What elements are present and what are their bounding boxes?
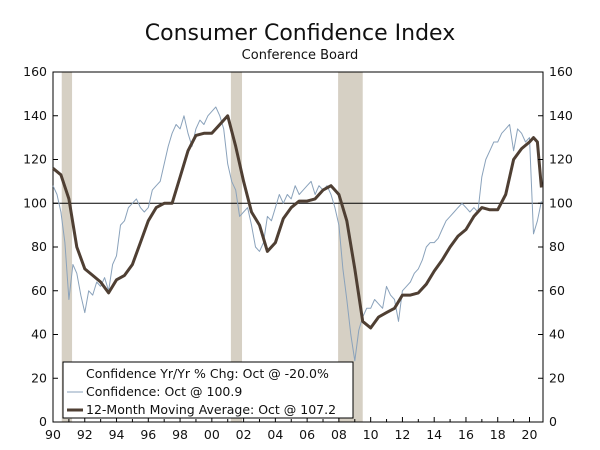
y-tick-label-right-0: 0 [549,414,557,429]
y-tick-label-left-140: 140 [23,108,47,123]
x-tick-label-90: 90 [45,427,61,442]
y-tick-label-right-100: 100 [549,195,573,210]
y-axis-left: 0 20 40 60 80 100 120 140 160 [23,64,58,429]
x-tick-label-10: 10 [363,427,379,442]
y-tick-label-left-160: 160 [23,64,47,79]
legend-entry-confidence: Confidence: Oct @ 100.9 [86,384,242,399]
x-tick-label-18: 18 [490,427,506,442]
chart-subtitle: Conference Board [242,48,359,63]
y-tick-label-right-120: 120 [549,152,573,167]
series-line-confidence [52,106,542,362]
x-tick-label-16: 16 [458,427,474,442]
x-tick-label-06: 06 [299,427,315,442]
y-tick-label-right-160: 160 [549,64,573,79]
y-tick-label-right-40: 40 [549,327,565,342]
y-tick-label-right-20: 20 [549,370,565,385]
x-tick-label-14: 14 [426,427,442,442]
y-tick-label-left-120: 120 [23,152,47,167]
y-tick-label-right-140: 140 [549,108,573,123]
y-tick-label-left-40: 40 [31,327,47,342]
legend: Confidence Yr/Yr % Chg: Oct @ -20.0% Con… [62,361,354,419]
x-tick-label-12: 12 [394,427,410,442]
y-tick-label-left-80: 80 [31,239,47,254]
y-axis-right: 0 20 40 60 80 100 120 140 160 [538,64,573,429]
x-tick-label-20: 20 [522,427,538,442]
x-axis: 90 92 94 96 98 00 02 04 06 08 10 12 14 16 18 20 [45,417,537,442]
legend-box [62,361,354,419]
x-tick-label-94: 94 [109,427,125,442]
y-tick-label-right-80: 80 [549,239,565,254]
legend-entry-yoy: Confidence Yr/Yr % Chg: Oct @ -20.0% [86,366,329,381]
y-tick-label-left-20: 20 [31,370,47,385]
y-tick-label-right-60: 60 [549,283,565,298]
x-tick-label-00: 00 [204,427,220,442]
series-line-moving-average [52,114,543,330]
recession-band-1 [61,72,73,422]
y-tick-label-left-60: 60 [31,283,47,298]
x-tick-label-92: 92 [77,427,93,442]
y-tick-label-left-100: 100 [23,195,47,210]
x-tick-label-02: 02 [236,427,252,442]
x-tick-label-98: 98 [172,427,188,442]
recession-band-2 [230,72,243,422]
y-tick-label-left-0: 0 [39,414,47,429]
x-tick-label-04: 04 [267,427,283,442]
chart-title: Consumer Confidence Index [145,21,455,46]
x-tick-label-96: 96 [140,427,156,442]
x-tick-label-08: 08 [331,427,347,442]
legend-entry-moving-average: 12-Month Moving Average: Oct @ 107.2 [86,402,336,417]
